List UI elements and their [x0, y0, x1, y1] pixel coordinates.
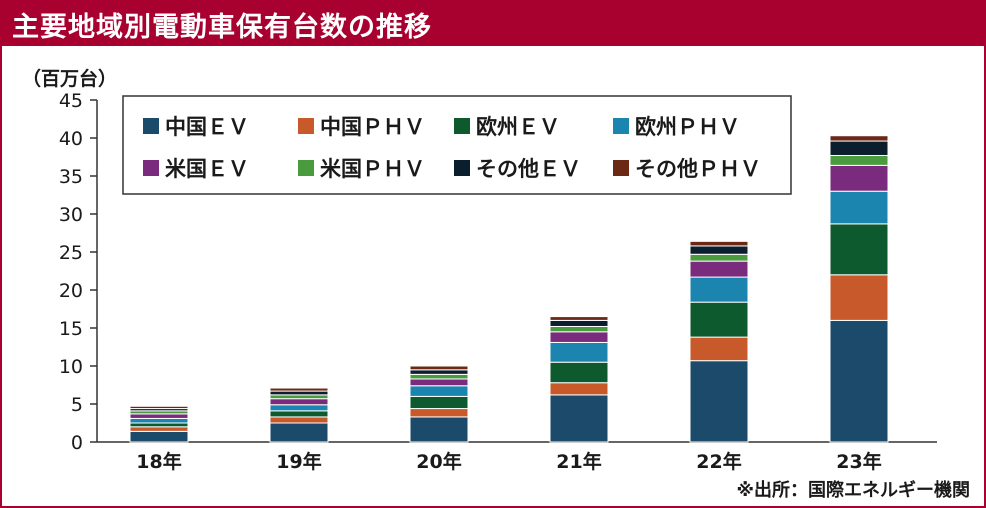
y-axis-unit-label: （百万台） [22, 68, 118, 90]
bar-segment [829, 319, 889, 443]
legend-swatch [454, 118, 470, 134]
legend-label: 米国ＥＶ [165, 157, 249, 181]
bar-segment [689, 260, 749, 278]
y-tick-label: 10 [59, 356, 83, 378]
legend-swatch [143, 160, 159, 176]
legend-label: 中国ＰＨＶ [320, 115, 425, 139]
bar-segment [829, 135, 889, 142]
bar-segment [409, 385, 469, 397]
bar-segment [409, 365, 469, 371]
legend-label: 中国ＥＶ [165, 115, 249, 139]
bar-segment [409, 416, 469, 443]
bar-segment [409, 378, 469, 387]
bar-segment [409, 373, 469, 380]
x-category-label: 23年 [836, 450, 881, 473]
bar-segment [269, 404, 329, 412]
bar-segment [269, 390, 329, 396]
bar-segment [829, 274, 889, 321]
y-tick-label: 25 [59, 242, 83, 264]
bar-segment [549, 361, 609, 384]
bar-segment [409, 395, 469, 410]
bar-segment [129, 405, 189, 410]
y-tick-label: 40 [59, 128, 83, 150]
bar-segment [689, 253, 749, 262]
bar-segment [269, 410, 329, 418]
legend-label: 欧州ＥＶ [476, 115, 560, 139]
x-category-label: 20年 [416, 450, 461, 473]
bar-segment [549, 341, 609, 363]
legend-swatch [454, 160, 470, 176]
x-category-label: 18年 [136, 450, 181, 473]
legend-label: 欧州ＰＨＶ [635, 115, 740, 139]
y-tick-label: 0 [71, 432, 83, 454]
bar-segment [549, 382, 609, 396]
bar-segment [829, 223, 889, 276]
legend-box [122, 95, 792, 195]
bar-segment [829, 140, 889, 156]
bar-segment [269, 398, 329, 406]
bar-segment [689, 245, 749, 255]
y-tick-label: 15 [59, 318, 83, 340]
bar-segment [269, 416, 329, 424]
bar-segment [129, 413, 189, 419]
bar-segment [689, 276, 749, 303]
bar-segment [549, 394, 609, 443]
bar-segment [129, 422, 189, 428]
bar-segment [829, 164, 889, 192]
legend-swatch [143, 118, 159, 134]
legend-swatch [613, 160, 629, 176]
bar-segment [129, 430, 189, 443]
x-category-label: 22年 [696, 450, 741, 473]
y-tick-label: 30 [59, 204, 83, 226]
legend-swatch [613, 118, 629, 134]
y-tick-label: 45 [59, 90, 83, 112]
bar-segment [689, 360, 749, 443]
bar-segment [829, 154, 889, 166]
bar-segment [269, 387, 329, 392]
x-category-label: 19年 [276, 450, 321, 473]
bar-segment [689, 336, 749, 362]
bar-segment [129, 417, 189, 424]
bar-segment [409, 408, 469, 418]
y-tick-label: 35 [59, 166, 83, 188]
bar-segment [549, 331, 609, 343]
bar-segment [549, 325, 609, 333]
y-tick-label: 5 [71, 394, 83, 416]
bar-segment [269, 394, 329, 400]
bar-segment [409, 369, 469, 375]
bar-segment [129, 426, 189, 432]
bar-segment [689, 240, 749, 247]
bar-segment [829, 190, 889, 225]
bar-segment [269, 422, 329, 443]
x-category-label: 21年 [556, 450, 601, 473]
title-bar: 主要地域別電動車保有台数の推移 [2, 2, 984, 46]
source-note: ※出所：国際エネルギー機関 [736, 480, 971, 501]
bar-segment [549, 319, 609, 327]
legend-label: その他ＰＨＶ [635, 157, 761, 181]
bar-segment [689, 301, 749, 338]
legend-label: 米国ＰＨＶ [320, 157, 425, 181]
chart-title: 主要地域別電動車保有台数の推移 [12, 12, 432, 43]
legend-swatch [298, 160, 314, 176]
bar-segment [549, 316, 609, 321]
y-tick-label: 20 [59, 280, 83, 302]
legend-label: その他ＥＶ [476, 157, 581, 181]
legend-swatch [298, 118, 314, 134]
